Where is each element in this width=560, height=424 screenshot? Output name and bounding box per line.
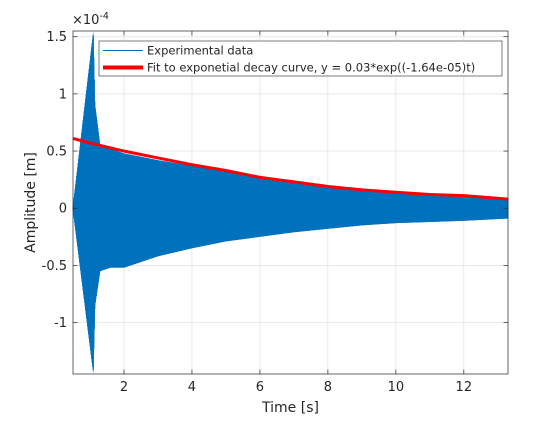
legend-label-experimental: Experimental data xyxy=(147,44,253,58)
legend-box xyxy=(98,40,503,77)
ticks: 2 4 6 8 10 12 -1 -0.5 0 0.5 1 1.5 xyxy=(42,30,508,395)
data-layer xyxy=(72,31,509,374)
legend-label-fit: Fit to exponetial decay curve, y = 0.03*… xyxy=(147,61,475,75)
x-tick-label: 6 xyxy=(256,380,264,395)
y-tick-label: 1.5 xyxy=(46,30,67,45)
plot-frame xyxy=(72,30,509,375)
y-axis-label: Amplitude [m] xyxy=(23,152,39,253)
x-tick-label: 2 xyxy=(120,380,128,395)
x-tick-label: 10 xyxy=(388,380,405,395)
y-tick-label: -1 xyxy=(54,316,67,331)
x-tick-label: 4 xyxy=(188,380,196,395)
series-fit-curve xyxy=(72,137,509,201)
x-tick-label: 12 xyxy=(456,380,473,395)
legend: Experimental data Fit to exponetial deca… xyxy=(98,40,503,77)
y-tick-label: -0.5 xyxy=(42,259,67,274)
x-axis-label: Time [s] xyxy=(261,400,319,416)
y-exponent-label: ×10-4 xyxy=(72,11,109,28)
x-tick-label: 8 xyxy=(324,380,332,395)
y-tick-label: 0 xyxy=(59,202,67,217)
y-tick-label: 0.5 xyxy=(46,145,67,160)
series-experimental-envelope xyxy=(73,31,508,374)
y-tick-label: 1 xyxy=(59,87,67,102)
